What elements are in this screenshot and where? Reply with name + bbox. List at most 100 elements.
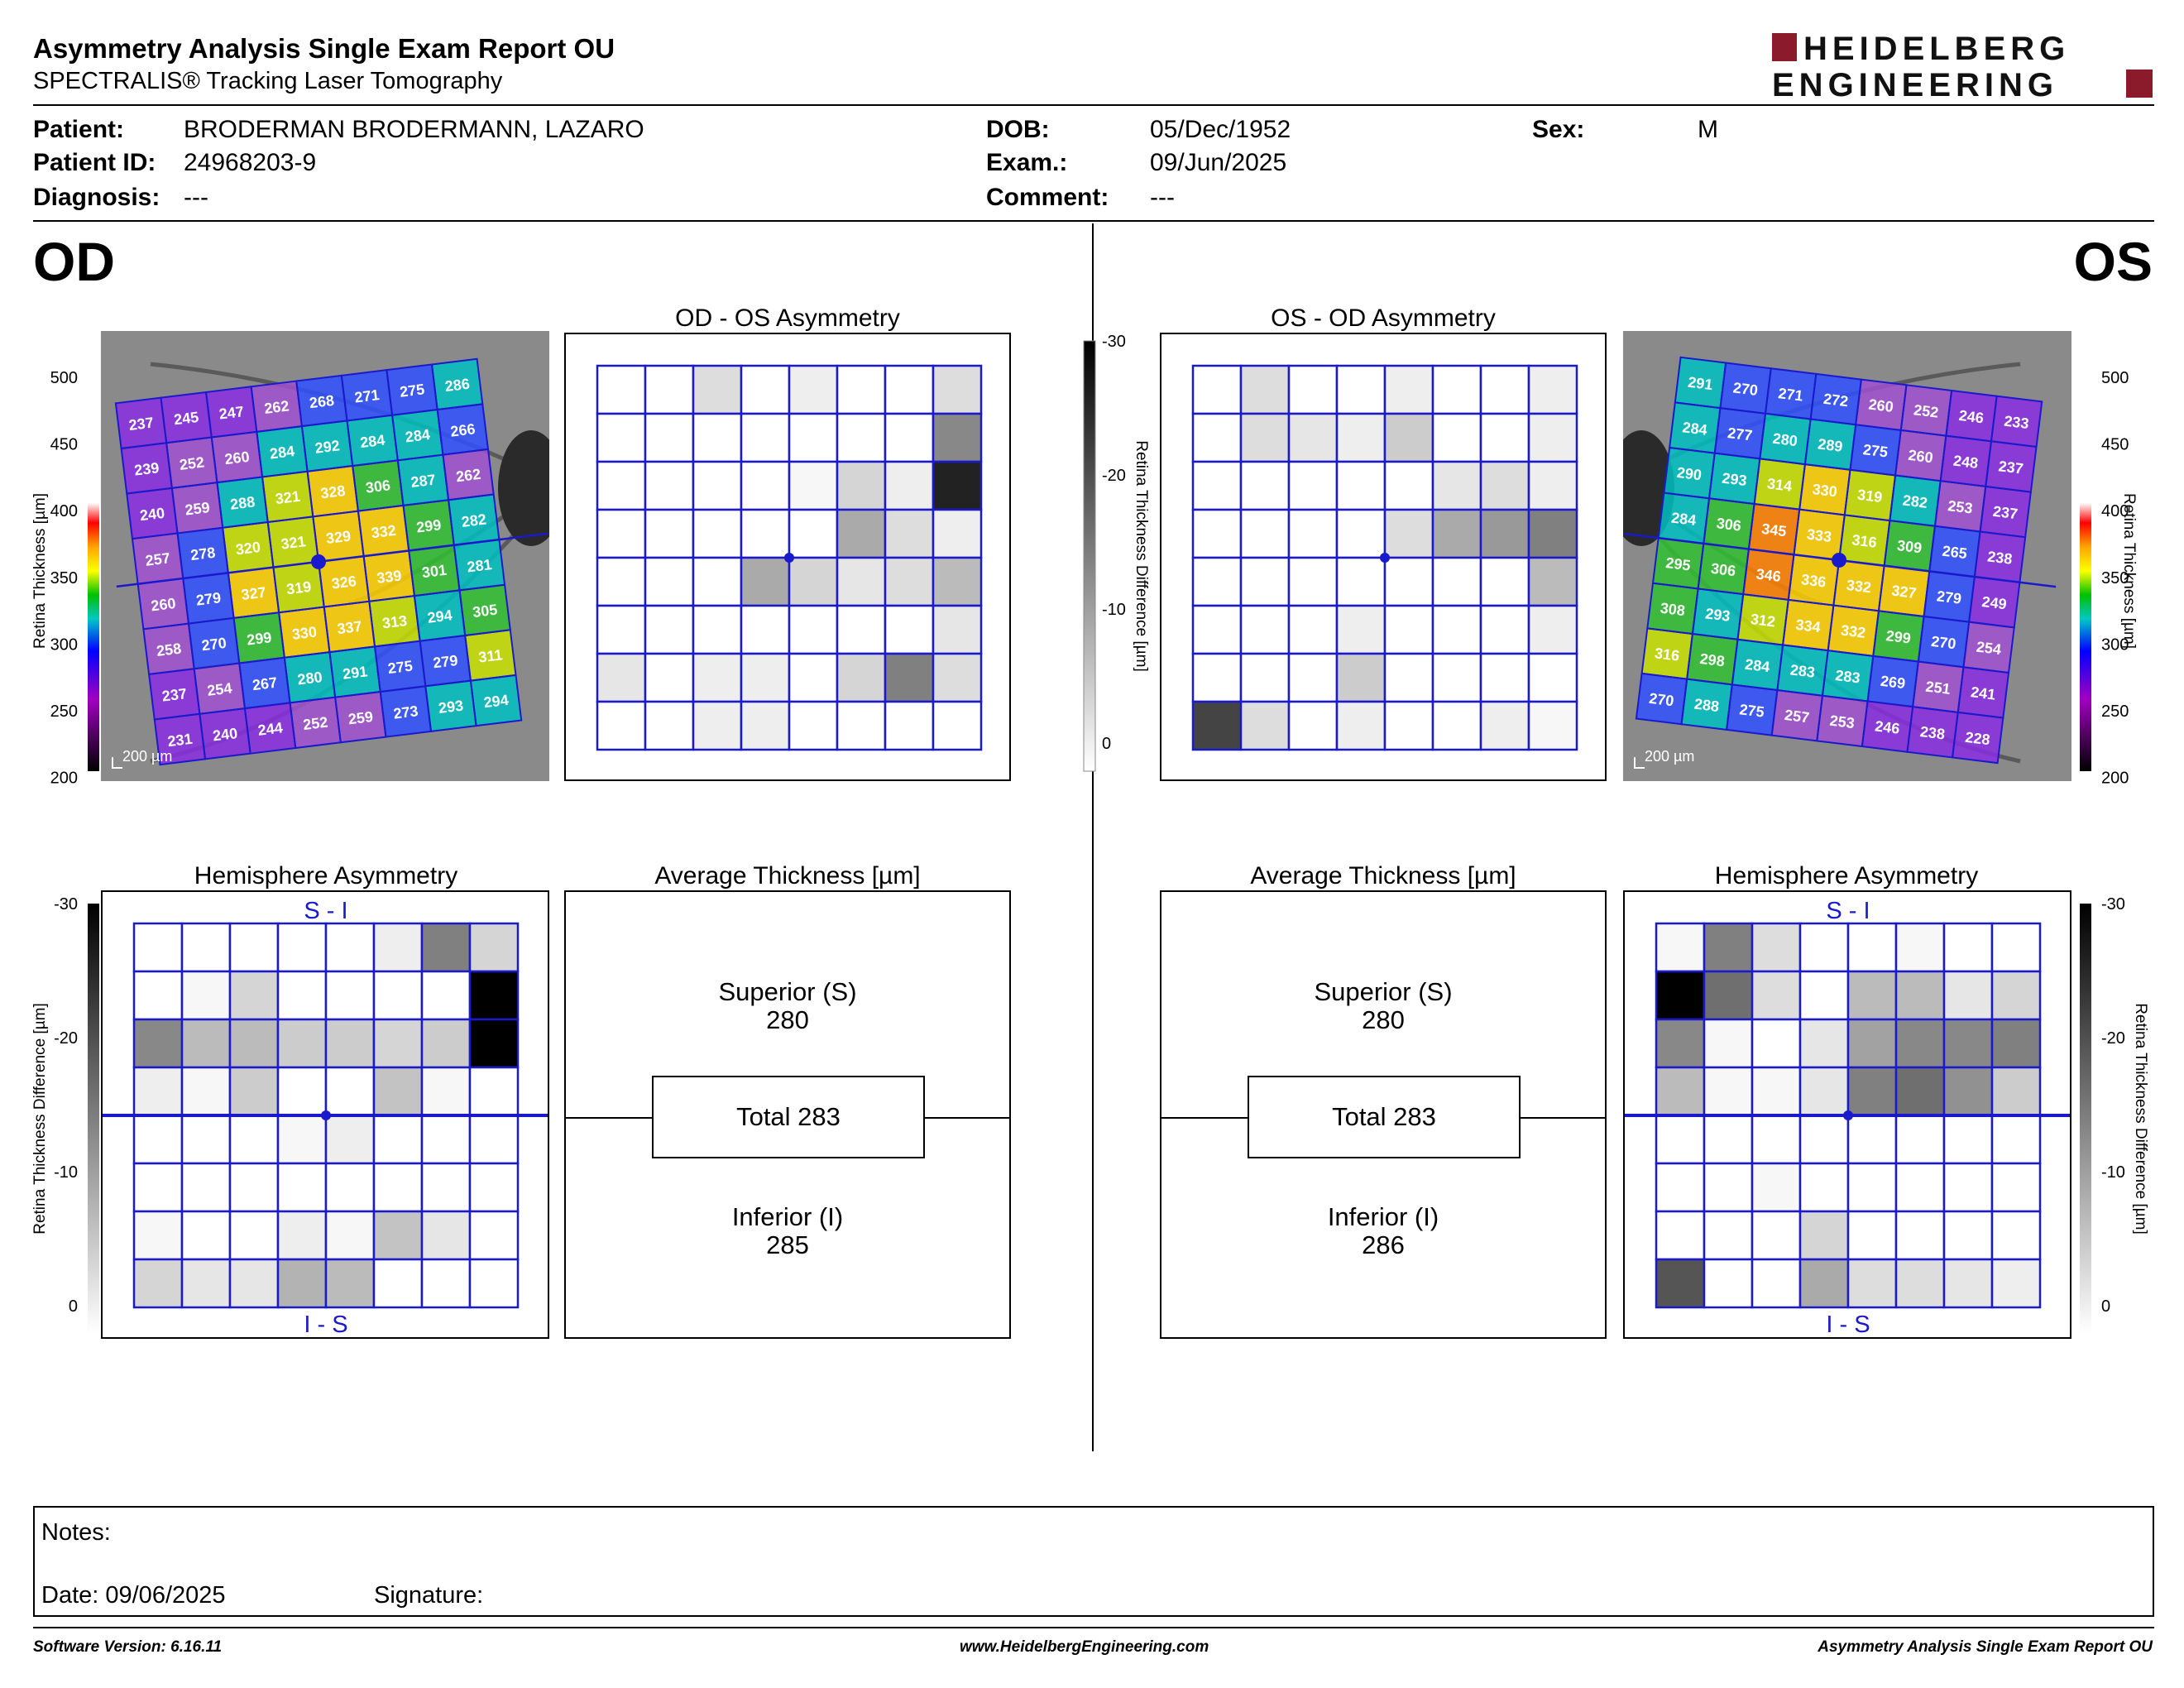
thickness-cell xyxy=(1647,583,1698,635)
asymmetry-cell xyxy=(228,1210,280,1261)
thickness-value: 275 xyxy=(399,381,425,400)
asymmetry-cell xyxy=(1942,1210,1994,1261)
thickness-cell xyxy=(1884,520,1935,572)
asymmetry-cell xyxy=(1335,364,1387,415)
asymmetry-cell xyxy=(1527,604,1578,655)
thickness-cell xyxy=(459,584,510,635)
thickness-tick-label: 450 xyxy=(50,436,78,454)
thickness-value: 237 xyxy=(1992,503,2019,523)
asymmetry-cell xyxy=(1703,970,1754,1021)
website-link[interactable]: www.HeidelbergEngineering.com xyxy=(960,1638,1209,1656)
thickness-value: 245 xyxy=(173,409,199,429)
asymmetry-cell xyxy=(276,970,328,1021)
difference-tick-label: 0 xyxy=(69,1297,78,1316)
asymmetry-cell xyxy=(596,460,647,511)
asymmetry-cell xyxy=(468,970,520,1021)
thickness-value: 326 xyxy=(331,573,357,592)
od-inferior-value: 285 xyxy=(766,1230,809,1259)
thickness-cell xyxy=(347,415,398,467)
thickness-cell xyxy=(1641,628,1693,679)
asymmetry-cell xyxy=(1335,700,1387,751)
thickness-tick-label: 250 xyxy=(2101,703,2129,721)
thickness-value: 228 xyxy=(1964,729,1990,749)
thickness-cell xyxy=(171,482,223,534)
os-od-asymmetry-grid xyxy=(1191,364,1578,751)
thickness-tick-label: 500 xyxy=(50,369,78,387)
asymmetry-cell xyxy=(420,1162,472,1213)
thickness-cell xyxy=(1952,712,2004,764)
asymmetry-cell xyxy=(1383,604,1434,655)
heidelberg-logo: HEIDELBERG ENGINEERING xyxy=(1772,31,2153,103)
thickness-value: 259 xyxy=(347,708,374,728)
asymmetry-cell xyxy=(1191,604,1243,655)
asymmetry-cell xyxy=(1527,700,1578,751)
thickness-value: 241 xyxy=(1970,683,1996,703)
asymmetry-cell xyxy=(276,922,328,973)
asymmetry-cell xyxy=(932,556,983,607)
asymmetry-cell xyxy=(1239,700,1291,751)
thickness-value: 260 xyxy=(223,448,250,468)
scale-bar-label: 200 µm xyxy=(1645,748,1694,765)
asymmetry-cell xyxy=(1191,364,1243,415)
asymmetry-cell xyxy=(228,1018,280,1069)
thickness-cell xyxy=(1754,458,1805,510)
scale-bar xyxy=(1634,757,1645,769)
thickness-value: 247 xyxy=(218,403,245,423)
thickness-cell xyxy=(1900,385,1952,436)
os-avg-title: Average Thickness [µm] xyxy=(1250,862,1516,890)
od-eye-label: OD xyxy=(33,231,115,292)
thickness-value: 299 xyxy=(246,629,272,649)
thickness-cell xyxy=(127,487,178,539)
asymmetry-cell xyxy=(372,1210,424,1261)
thickness-value: 332 xyxy=(1840,621,1866,641)
thickness-cell xyxy=(1714,408,1766,459)
thickness-cell xyxy=(1907,707,1958,758)
os-superior-label: Superior (S) xyxy=(1314,977,1453,1006)
asymmetry-cell xyxy=(372,1162,424,1213)
asymmetry-cell xyxy=(1191,508,1243,559)
asymmetry-cell xyxy=(1751,922,1802,973)
thickness-cell xyxy=(166,437,218,488)
asymmetry-cell xyxy=(644,460,695,511)
thickness-cell xyxy=(115,397,167,448)
thickness-cell xyxy=(329,646,381,698)
od-hemisphere-grid: S - I I - S xyxy=(103,898,548,1338)
os-hemisphere-grid: S - I I - S xyxy=(1625,898,2070,1338)
asymmetry-cell xyxy=(1383,412,1434,463)
thickness-value: 327 xyxy=(240,584,266,604)
thickness-value: 275 xyxy=(1862,441,1889,461)
thickness-cell xyxy=(323,601,376,653)
thickness-value: 293 xyxy=(1721,470,1747,490)
sex-value: M xyxy=(1698,116,1718,143)
thickness-value: 262 xyxy=(455,466,481,486)
thickness-value: 284 xyxy=(1682,419,1708,439)
thickness-cell xyxy=(290,697,341,748)
thickness-cell xyxy=(392,410,443,461)
difference-tick-label: -20 xyxy=(1102,467,1126,485)
asymmetry-cell xyxy=(1798,1210,1850,1261)
thickness-value: 306 xyxy=(1716,515,1742,535)
asymmetry-cell xyxy=(1894,1210,1946,1261)
asymmetry-cell xyxy=(1655,922,1706,973)
asymmetry-cell xyxy=(1798,1114,1850,1165)
asymmetry-cell xyxy=(596,556,647,607)
asymmetry-cell xyxy=(468,1210,520,1261)
asymmetry-cell xyxy=(692,364,743,415)
asymmetry-cell xyxy=(1431,604,1482,655)
asymmetry-cell xyxy=(132,970,184,1021)
asymmetry-cell xyxy=(596,508,647,559)
notes-box[interactable]: Notes: Date: 09/06/2025 Signature: xyxy=(33,1506,2154,1617)
asymmetry-cell xyxy=(1798,1258,1850,1309)
asymmetry-cell xyxy=(468,1162,520,1213)
od-os-asymmetry-grid xyxy=(596,364,983,751)
asymmetry-cell xyxy=(132,1018,184,1069)
os-od-asym-title: OS - OD Asymmetry xyxy=(1271,305,1496,332)
thickness-value: 267 xyxy=(251,674,278,694)
os-od-asymmetry-panel xyxy=(1160,333,1607,781)
asymmetry-cell xyxy=(1846,1018,1898,1069)
thickness-value: 283 xyxy=(1834,667,1861,687)
asymmetry-cell xyxy=(1942,1018,1994,1069)
asymmetry-cell xyxy=(372,1018,424,1069)
footer-report-name: Asymmetry Analysis Single Exam Report OU xyxy=(1818,1638,2153,1656)
asymmetry-cell xyxy=(788,364,839,415)
